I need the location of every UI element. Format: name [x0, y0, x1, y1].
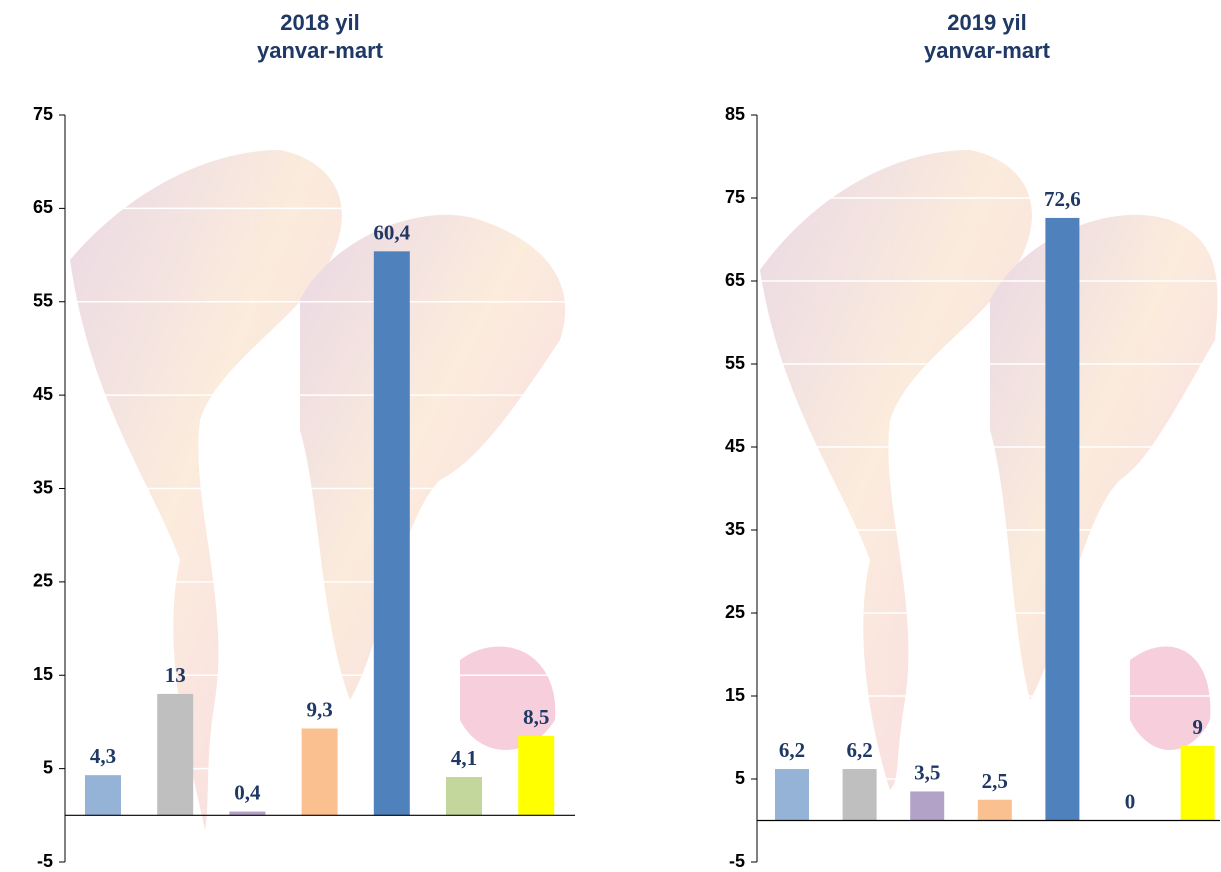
bar: [910, 791, 945, 821]
bar: [977, 799, 1012, 821]
data-label: 4,3: [90, 744, 116, 768]
bar: [1045, 217, 1080, 821]
y-tick-label: 15: [725, 685, 745, 705]
bar: [373, 251, 410, 816]
y-tick-label: 55: [33, 291, 53, 311]
title-line: 2019 yil: [947, 10, 1027, 35]
data-label: 9: [1192, 715, 1203, 739]
data-label: 6,2: [846, 738, 872, 762]
bar: [1180, 745, 1215, 821]
bar: [446, 777, 482, 816]
title-line: 2018 yil: [280, 10, 360, 35]
data-label: 6,2: [779, 738, 805, 762]
data-label: 3,5: [914, 760, 940, 784]
y-tick-label: 75: [33, 104, 53, 124]
y-tick-label: 75: [725, 187, 745, 207]
y-tick-label: 15: [33, 664, 53, 684]
data-label: 60,4: [373, 220, 410, 244]
data-label: 13: [165, 663, 186, 687]
data-label: 72,6: [1044, 187, 1081, 211]
title-line: yanvar-mart: [257, 38, 384, 63]
bar: [518, 735, 555, 816]
y-tick-label: 5: [735, 768, 745, 788]
y-tick-label: 65: [725, 270, 745, 290]
data-label: 4,1: [451, 746, 477, 770]
bar: [301, 728, 338, 816]
y-tick-label: 85: [725, 104, 745, 124]
data-label: 0: [1125, 790, 1136, 814]
y-tick-label: 35: [725, 519, 745, 539]
y-tick-label: 5: [43, 757, 53, 777]
data-label: 2,5: [982, 769, 1008, 793]
y-tick-label: 45: [33, 384, 53, 404]
y-tick-label: 45: [725, 436, 745, 456]
y-tick-label: 25: [725, 602, 745, 622]
chart-title: 2019 yil yanvar-mart: [924, 10, 1051, 63]
y-tick-label: 65: [33, 197, 53, 217]
data-label: 0,4: [234, 781, 261, 805]
data-label: 8,5: [523, 705, 549, 729]
title-line: yanvar-mart: [924, 38, 1051, 63]
y-tick-label: -5: [729, 851, 745, 871]
bar: [157, 693, 194, 816]
y-tick-label: 25: [33, 571, 53, 591]
y-tick-label: -5: [37, 851, 53, 871]
bar: [775, 769, 809, 821]
data-label: 9,3: [306, 697, 332, 721]
y-tick-label: 35: [33, 477, 53, 497]
bar: [229, 811, 266, 816]
chart-title: 2018 yil yanvar-mart: [257, 10, 384, 63]
bar: [842, 769, 877, 821]
bar: [85, 775, 121, 816]
y-tick-label: 55: [725, 353, 745, 373]
